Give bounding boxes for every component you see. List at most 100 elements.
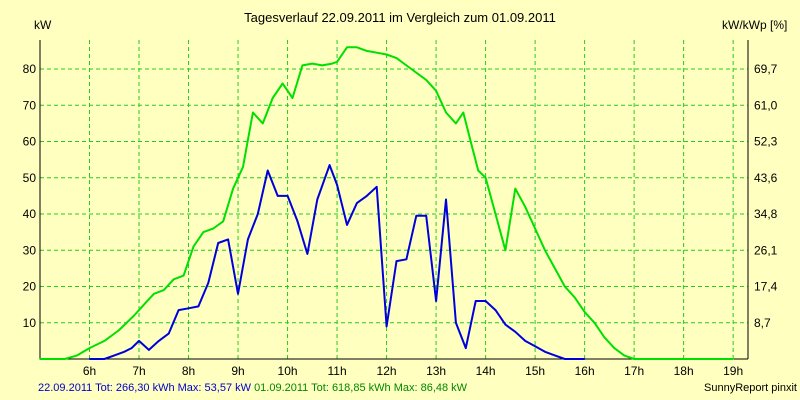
series-0-point-19 [261,122,264,125]
series-1-point-40 [484,300,487,302]
series-1-point-16 [247,238,249,241]
series-1-point-29 [375,186,378,188]
x-tick-label-10: 16h [575,364,595,378]
series-0-point-44 [504,249,507,252]
series-1-point-34 [425,215,427,217]
series-1-point-5 [138,340,140,342]
series-0-point-33 [395,57,398,59]
series-1-point-13 [217,242,220,244]
series-0-point-36 [435,89,437,92]
series-1-point-38 [464,347,467,349]
series-0-point-42 [484,176,487,179]
series-1-point-47 [554,354,556,357]
series-1-point-3 [123,350,125,353]
series-1-point-35 [435,300,437,302]
series-0-point-54 [603,336,606,339]
series-1-point-39 [474,300,477,302]
series-0-point-47 [534,227,536,230]
series-line-1 [89,164,585,360]
series-1-point-33 [415,215,418,217]
series-1-point-17 [257,213,259,215]
series-1-point-26 [346,224,348,226]
series-0-point-50 [564,285,566,288]
series-1-point-2 [113,354,116,357]
y-tick-label-right-3: 34,8 [754,207,778,221]
series-0-point-55 [613,347,616,349]
footer-series-01-09-text: 01.09.2011 Tot: 618,85 kWh Max: 86,48 kW [254,382,468,394]
series-1-point-36 [445,198,447,201]
series-0-point-3 [88,347,91,349]
x-tick-label-7: 13h [426,364,446,378]
series-0-point-23 [301,64,304,67]
series-1-point-30 [385,325,388,328]
series-0-point-10 [172,278,175,281]
series-0-point-48 [544,249,546,252]
x-tick-label-5: 11h [327,364,346,378]
chart-title: Tagesverlauf 22.09.2011 im Vergleich zum… [244,10,556,25]
series-1-point-18 [266,169,269,172]
series-0-point-24 [311,62,314,65]
series-0-point-52 [583,311,586,313]
y-tick-label-left-7: 80 [23,62,37,76]
series-0-point-5 [118,329,121,331]
series-1-point-46 [544,350,546,353]
series-0-point-8 [153,292,155,295]
footer-series-22-09: 22.09.2011 Tot: 266,30 kWh Max: 53,57 kW… [38,382,467,394]
series-0-point-2 [76,354,78,357]
x-tick-label-2: 8h [182,364,195,378]
series-1-point-10 [187,307,190,310]
series-1-point-12 [207,282,210,284]
y-tick-label-right-5: 52,3 [754,135,778,149]
y-tick-label-left-2: 30 [23,243,37,257]
series-1-point-45 [534,345,536,348]
series-1-point-9 [177,309,180,311]
y-tick-label-left-5: 60 [23,135,37,149]
series-1-point-8 [167,332,170,335]
y-tick-label-right-4: 43,6 [754,171,778,185]
series-0-point-22 [291,97,294,99]
x-tick-label-9: 15h [525,364,545,378]
y-tick-label-left-0: 10 [23,316,37,330]
series-1-point-48 [564,358,566,360]
x-tick-label-12: 18h [674,364,694,378]
x-tick-label-4: 10h [278,364,298,378]
series-1-point-23 [316,198,319,201]
footer-credit: SunnyReport pinxit [704,382,797,394]
series-0-point-45 [514,187,517,190]
series-0-point-17 [242,166,244,168]
series-0-point-53 [593,321,596,324]
series-0-point-57 [633,358,635,360]
y-tick-label-right-6: 61,0 [754,98,778,112]
series-1-point-37 [455,321,457,324]
series-0-point-56 [623,354,626,357]
footer-series-22-09-text: 22.09.2011 Tot: 266,30 kWh Max: 53,57 kW [38,382,251,394]
series-0-point-51 [573,296,576,299]
series-1-point-14 [227,238,229,241]
series-1-point-7 [158,340,160,342]
series-1-point-21 [296,220,299,223]
x-tick-label-6: 12h [377,364,397,378]
y-tick-label-right-2: 26,1 [754,243,778,257]
series-1-point-27 [356,202,358,204]
series-0-point-43 [494,213,497,215]
y-tick-label-left-6: 70 [23,98,37,112]
series-0-point-27 [336,60,338,63]
series-0-point-59 [682,358,685,360]
series-1-point-6 [148,349,150,351]
series-0-point-49 [554,267,556,270]
series-1-point-4 [130,347,133,349]
series-0-point-9 [162,289,165,291]
series-0-point-34 [410,68,413,70]
series-0-point-30 [365,50,368,52]
y-tick-label-left-4: 50 [23,171,37,185]
series-0-point-21 [281,82,284,85]
x-tick-label-1: 7h [132,364,145,378]
series-1-point-43 [514,331,517,333]
series-0-point-41 [477,169,479,172]
series-0-point-40 [469,140,472,143]
y-tick-label-right-0: 8,7 [754,316,771,330]
series-0-point-14 [212,227,215,230]
series-0-point-46 [524,205,527,208]
y-tick-label-right-7: 69,7 [754,62,778,76]
x-tick-label-3: 9h [231,364,244,378]
